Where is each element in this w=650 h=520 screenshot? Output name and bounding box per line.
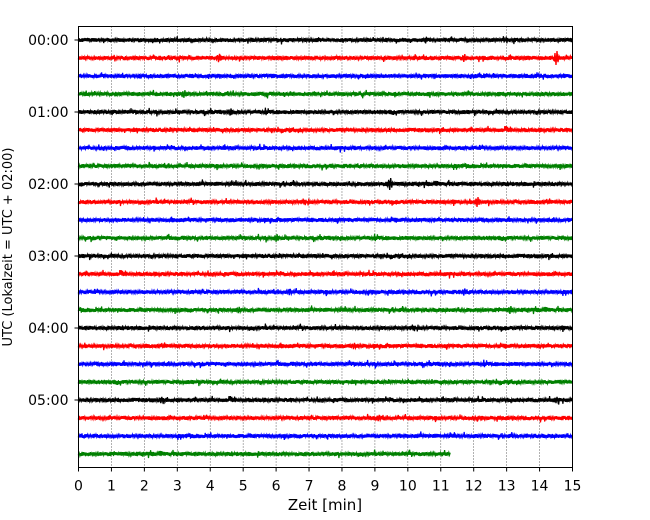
trace-0400 — [77, 323, 573, 333]
trace-0100 — [77, 107, 573, 117]
event-spike — [157, 396, 166, 405]
y-tick-label: 00:00 — [28, 33, 68, 49]
x-tick-label: 0 — [74, 479, 83, 495]
x-tick-label: 12 — [465, 479, 483, 495]
x-tick-label: 7 — [305, 479, 314, 495]
x-tick-label: 6 — [272, 479, 281, 495]
trace-0045 — [77, 89, 573, 99]
trace-0515 — [77, 413, 573, 423]
traces — [77, 35, 573, 459]
trace-0215 — [77, 197, 573, 207]
trace-0245 — [77, 233, 573, 243]
event-spike — [234, 306, 243, 315]
y-axis-label: UTC (Lokalzeit = UTC + 02:00) — [1, 148, 16, 347]
y-tick-label: 05:00 — [28, 393, 68, 409]
event-spike — [226, 108, 235, 116]
trace-0230 — [77, 215, 573, 224]
trace-0545 — [77, 449, 451, 459]
event-spike — [214, 53, 224, 63]
plot-background — [78, 26, 573, 468]
trace-0130 — [77, 143, 573, 153]
event-spike — [386, 178, 395, 190]
y-tick-label: 01:00 — [28, 105, 68, 121]
y-tick-label: 02:00 — [28, 177, 68, 193]
event-spike — [473, 197, 482, 207]
trace-0145 — [77, 161, 573, 171]
x-tick-label: 5 — [239, 479, 248, 495]
event-spike — [272, 234, 281, 242]
plot-frame — [78, 26, 573, 468]
trace-0000 — [77, 35, 573, 45]
trace-0315 — [77, 269, 573, 279]
event-spike — [506, 305, 515, 314]
trace-0200 — [77, 179, 573, 189]
event-spike — [460, 288, 469, 296]
x-tick-label: 14 — [531, 479, 549, 495]
trace-0430 — [77, 359, 573, 369]
trace-0530 — [77, 431, 573, 440]
x-tick-label: 15 — [564, 479, 582, 495]
x-tick-label: 4 — [206, 479, 215, 495]
event-spike — [349, 342, 358, 351]
trace-0445 — [77, 377, 573, 387]
trace-0015 — [77, 53, 573, 63]
event-spike — [374, 414, 383, 423]
trace-0345 — [77, 305, 573, 315]
event-spike — [180, 90, 189, 98]
y-axis-ticks: 00:00 01:00 02:00 03:00 04:00 05:00 — [28, 33, 79, 409]
event-spike — [552, 50, 561, 66]
trace-0030 — [77, 71, 573, 80]
event-spike — [285, 288, 294, 297]
event-spike — [552, 396, 561, 405]
x-axis-ticks: 0 1 2 3 4 5 6 7 8 9 10 11 12 13 14 15 — [74, 467, 582, 495]
x-tick-label: 9 — [370, 479, 379, 495]
x-tick-label: 3 — [173, 479, 182, 495]
trace-0415 — [77, 341, 573, 351]
event-spike — [460, 53, 469, 62]
y-tick-label: 03:00 — [28, 249, 68, 265]
x-tick-label: 8 — [338, 479, 347, 495]
x-tick-label: 2 — [140, 479, 149, 495]
x-tick-label: 10 — [399, 479, 417, 495]
trace-0330 — [77, 287, 573, 297]
x-tick-label: 1 — [107, 479, 116, 495]
trace-0115 — [77, 125, 573, 135]
x-tick-label: 11 — [432, 479, 450, 495]
y-tick-label: 04:00 — [28, 321, 68, 337]
x-axis-label: Zeit [min] — [288, 496, 362, 514]
trace-0300 — [77, 251, 573, 261]
x-tick-label: 13 — [498, 479, 516, 495]
